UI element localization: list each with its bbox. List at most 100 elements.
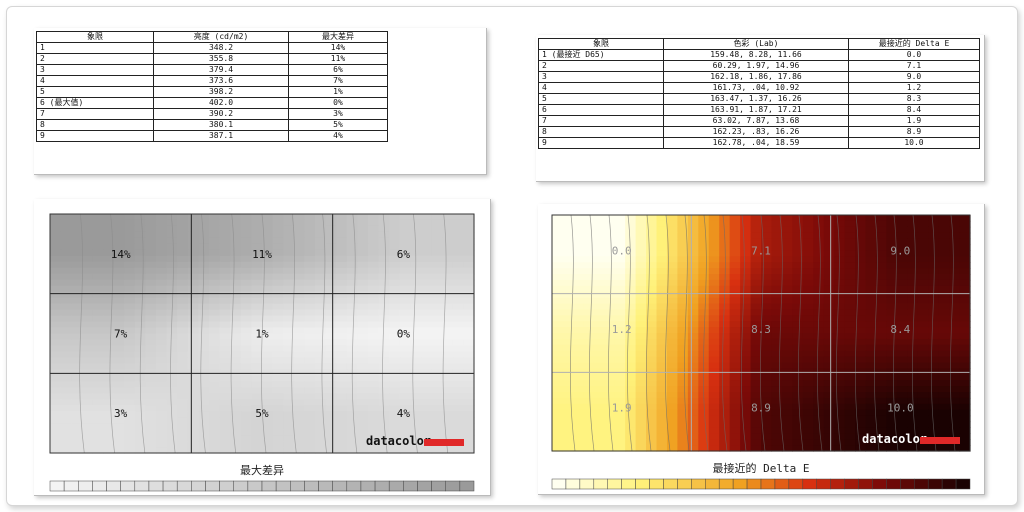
heatmap-tile: [389, 321, 401, 329]
heatmap-tile: [959, 362, 971, 369]
heatmap-tile: [928, 350, 940, 358]
heatmap-tile: [593, 327, 605, 334]
heatmap-tile: [389, 315, 401, 323]
heatmap-tile: [677, 309, 689, 316]
heatmap-tile: [124, 387, 136, 394]
heatmap-tile: [792, 303, 804, 310]
heatmap-tile: [262, 441, 274, 448]
heatmap-tile: [293, 411, 305, 418]
heatmap-tile: [677, 403, 689, 411]
heatmap-tile: [315, 225, 327, 233]
heatmap-tile: [293, 345, 305, 353]
heatmap-tile: [336, 411, 348, 418]
heatmap-tile: [346, 327, 358, 335]
heatmap-tile: [463, 279, 475, 287]
heatmap-tile: [813, 226, 825, 234]
heatmap-tile: [572, 374, 584, 381]
heatmap-tile: [552, 256, 564, 263]
heatmap-tile: [677, 392, 689, 399]
heatmap-tile: [251, 315, 263, 323]
heatmap-tile: [240, 249, 252, 257]
heatmap-tile: [855, 315, 867, 322]
heatmap-tile: [666, 386, 678, 393]
scale-segment: [551, 478, 567, 490]
heatmap-tile: [315, 447, 327, 454]
heatmap-tile: [886, 333, 898, 340]
heatmap-tile: [792, 409, 804, 417]
heatmap-tile: [886, 433, 898, 440]
heatmap-tile: [219, 435, 231, 442]
contour-line: [950, 214, 956, 452]
heatmap-tile: [442, 339, 454, 347]
heatmap-tile: [750, 333, 762, 340]
heatmap-tile: [750, 262, 762, 269]
heatmap-tile: [666, 445, 678, 452]
heatmap-tile: [399, 237, 411, 245]
heatmap-tile: [92, 273, 104, 281]
heatmap-tile: [614, 344, 626, 352]
heatmap-tile: [761, 274, 773, 281]
table-cell: 4%: [288, 130, 388, 142]
heatmap-tile: [60, 417, 72, 424]
heatmap-tile: [240, 225, 252, 233]
heatmap-tile: [156, 297, 168, 305]
heatmap-tile: [740, 439, 752, 446]
heatmap-tile: [625, 386, 637, 393]
heatmap-tile: [304, 237, 316, 245]
heatmap-tile: [124, 405, 136, 412]
table-cell: 163.91, 1.87, 17.21: [663, 104, 849, 116]
heatmap-tile: [442, 351, 454, 358]
heatmap-tile: [389, 351, 401, 358]
heatmap-tile: [917, 291, 929, 299]
heatmap-tile: [145, 351, 157, 358]
heatmap-tile: [583, 344, 595, 352]
heatmap-tile: [917, 309, 929, 316]
heatmap-tile: [357, 214, 369, 221]
heatmap-tile: [50, 243, 62, 251]
heatmap-tile: [251, 303, 263, 311]
heatmap-tile: [113, 225, 125, 233]
heatmap-tile: [614, 403, 626, 411]
heatmap-tile: [834, 268, 846, 275]
heatmap-tile: [442, 381, 454, 388]
heatmap-tile: [865, 397, 877, 405]
heatmap-tile: [813, 338, 825, 346]
heatmap-tile: [771, 344, 783, 352]
heatmap-tile: [134, 291, 146, 299]
heatmap-tile: [834, 362, 846, 369]
heatmap-tile: [421, 297, 433, 305]
heatmap-tile: [928, 338, 940, 346]
heatmap-tile: [272, 339, 284, 347]
heatmap-tile: [272, 345, 284, 353]
heatmap-tile: [583, 445, 595, 452]
heatmap-tile: [463, 333, 475, 341]
heatmap-tile: [656, 244, 668, 251]
heatmap-tile: [875, 279, 887, 287]
heatmap-tile: [421, 363, 433, 370]
luminance-table: 象限 亮度 (cd/m2) 最大差异 1 348.2 14% 2 355.8 11% 3 37…: [36, 31, 388, 142]
heatmap-tile: [907, 220, 919, 228]
heatmap-tile: [666, 439, 678, 446]
heatmap-tile: [156, 231, 168, 239]
contour-line: [893, 214, 899, 452]
scale-segment: [718, 478, 734, 490]
heatmap-tile: [625, 315, 637, 322]
heatmap-tile: [917, 215, 929, 222]
heatmap-tile: [346, 219, 358, 227]
heatmap-tile: [262, 369, 274, 376]
table-row: 5 163.47, 1.37, 16.26 8.3: [538, 93, 980, 105]
heatmap-tile: [802, 397, 814, 405]
heatmap-tile: [646, 445, 658, 452]
heatmap-tile: [666, 250, 678, 257]
heatmap-tile: [572, 309, 584, 316]
heatmap-tile: [729, 409, 741, 417]
heatmap-tile: [166, 429, 178, 436]
heatmap-tile: [378, 351, 390, 358]
heatmap-tile: [959, 415, 971, 423]
heatmap-tile: [740, 321, 752, 328]
heatmap-tile: [134, 327, 146, 335]
heatmap-tile: [949, 403, 961, 411]
heatmap-tile: [230, 405, 242, 412]
heatmap-tile: [60, 315, 72, 323]
heatmap-tile: [656, 421, 668, 428]
